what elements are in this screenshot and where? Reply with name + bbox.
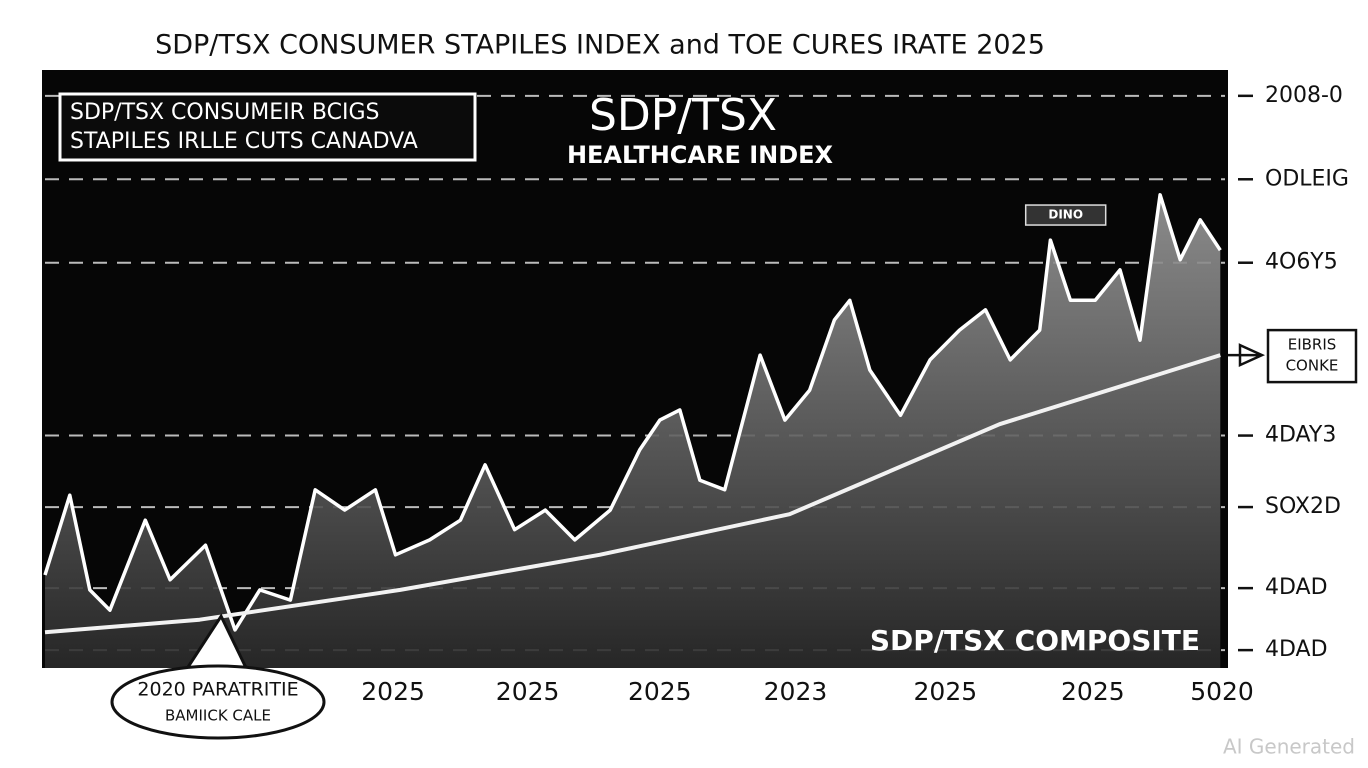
legend-line: SDP/TSX CONSUMEIR BCIGS (70, 100, 379, 125)
y-tick-label: 4DAD (1265, 575, 1328, 600)
y-tick-label: 4O6Y5 (1265, 250, 1338, 275)
watermark: AI Generated (1223, 735, 1355, 759)
line (44, 353, 1221, 635)
annotation: CONKE (1286, 357, 1339, 375)
y-tick-label: ODLEIG (1265, 166, 1349, 191)
legend-box (58, 92, 477, 162)
y-tick-label: SOX2D (1265, 494, 1341, 519)
area (45, 194, 1221, 669)
x-tick-label: 2025 (1061, 677, 1125, 706)
x-tick-label: 2023 (764, 677, 828, 706)
callout-text: 2020 PARATRITIE (137, 679, 298, 701)
x-tick-label: 2025 (496, 677, 560, 706)
annotation-box (1024, 204, 1107, 226)
y-tick-label: 2008-0 (1265, 83, 1343, 108)
line (43, 193, 1222, 632)
y-tick-label: 4DAD (1265, 637, 1328, 662)
x-tick-label: 2025 (361, 677, 425, 706)
annotation-box (1266, 328, 1358, 384)
x-tick-label: 2025 (628, 677, 692, 706)
legend-line: STAPILES IRLLE CUTS CANADVA (70, 129, 418, 154)
composite-label: SDP/TSX COMPOSITE (870, 624, 1200, 657)
callout-text: BAMIICK CALE (165, 707, 271, 725)
annotation-arrow (1228, 343, 1266, 368)
annotation: EIBRIS (1288, 336, 1337, 354)
chart-title: SDP/TSX CONSUMER STAPILES INDEX and TOE … (155, 30, 1045, 61)
y-tick-label: 4DAY3 (1265, 423, 1336, 448)
center-subtitle: HEALTHCARE INDEX (567, 141, 834, 169)
callout (110, 664, 326, 740)
center-title: SDP/TSX (589, 90, 777, 141)
annotation: DINO (1048, 208, 1083, 222)
marks (43, 193, 1222, 669)
x-tick-label: 5020 (1190, 677, 1254, 706)
x-tick-label: 2025 (914, 677, 978, 706)
